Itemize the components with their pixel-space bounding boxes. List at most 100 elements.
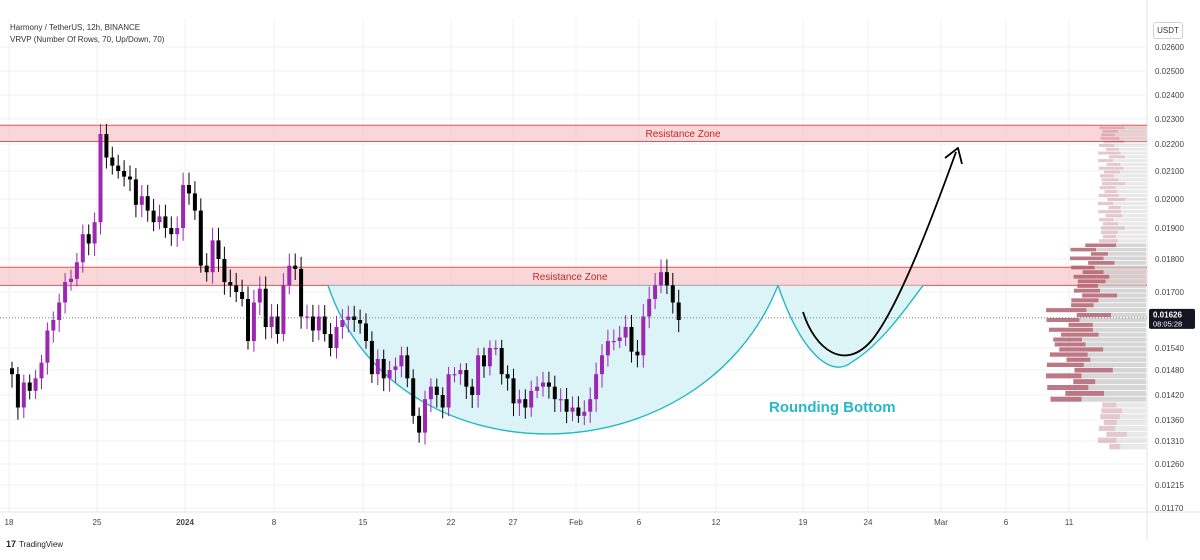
- candle-body: [293, 265, 298, 269]
- volume-bar-down: [1098, 437, 1117, 443]
- y-tick-label: 0.01260: [1155, 460, 1184, 469]
- volume-bar-up: [1093, 303, 1146, 308]
- volume-bar-down: [1061, 332, 1099, 337]
- volume-bar-down: [1071, 303, 1094, 308]
- candle-body: [676, 302, 681, 320]
- volume-bar-down: [1048, 327, 1093, 332]
- candle-body: [192, 193, 197, 211]
- volume-bar-down: [1101, 178, 1119, 182]
- volume-bar-up: [1103, 256, 1146, 261]
- volume-bar-up: [1120, 443, 1146, 450]
- volume-bar-up: [1114, 133, 1146, 137]
- candle-body: [629, 327, 634, 352]
- candle-body: [33, 378, 38, 391]
- volume-bar-down: [1088, 260, 1115, 265]
- currency-button[interactable]: USDT: [1153, 22, 1183, 39]
- x-tick-label: 19: [799, 518, 808, 527]
- volume-bar-up: [1092, 322, 1146, 327]
- candle-body: [92, 222, 97, 244]
- volume-bar-down: [1099, 126, 1125, 130]
- y-tick-label: 0.01540: [1155, 344, 1184, 353]
- volume-bar-up: [1087, 352, 1146, 357]
- volume-bar-down: [1085, 243, 1117, 248]
- projection-arrow-path: [802, 151, 957, 357]
- y-tick-label: 0.02100: [1155, 167, 1184, 176]
- volume-bar-down: [1109, 443, 1121, 450]
- x-axis-labels: 18 25 2024 8 15 22 27 Feb 6 12 19 24 Mar 6 11: [5, 518, 1074, 527]
- candle-body: [86, 234, 91, 244]
- candle-body: [399, 355, 404, 367]
- candle-body: [464, 370, 469, 387]
- volume-bar-up: [1103, 270, 1146, 275]
- volume-bar-up: [1122, 214, 1146, 218]
- volume-bar-down: [1053, 337, 1082, 342]
- x-tick-label: 6: [637, 518, 642, 527]
- candle-body: [74, 262, 79, 279]
- candle-body: [27, 382, 32, 391]
- candle-body: [423, 399, 427, 433]
- candle-body: [204, 265, 209, 273]
- resistance-zone-2: [0, 267, 1147, 286]
- candle-body: [647, 299, 652, 317]
- candle-body: [369, 341, 374, 375]
- volume-bar-up: [1124, 155, 1146, 159]
- x-tick-label: Mar: [934, 518, 948, 527]
- volume-bar-down: [1098, 201, 1114, 206]
- candle-body: [653, 285, 658, 299]
- candle-body: [600, 355, 604, 375]
- candle-body: [570, 407, 575, 412]
- candle-body: [210, 240, 215, 273]
- volume-bar-down: [1107, 197, 1126, 202]
- candle-body: [588, 399, 593, 412]
- y-tick-label: 0.01215: [1155, 481, 1184, 490]
- candle-body: [487, 348, 492, 367]
- tradingview-brand: 17 TradingView: [6, 539, 63, 549]
- volume-bar-down: [1103, 420, 1117, 426]
- candle-body: [51, 320, 56, 331]
- volume-bar-up: [1095, 379, 1146, 385]
- volume-bar-up: [1098, 298, 1146, 303]
- candle-body: [611, 341, 616, 343]
- volume-bar-down: [1108, 205, 1121, 210]
- candle-body: [499, 348, 504, 375]
- x-tick-label: 8: [272, 518, 277, 527]
- candle-body: [364, 323, 368, 341]
- candle-body: [641, 316, 646, 356]
- volume-bar-up: [1083, 362, 1146, 367]
- candle-body: [15, 374, 20, 408]
- volume-bar-up: [1116, 402, 1146, 408]
- candle-body: [287, 265, 292, 286]
- indicator-legend: VRVP (Number Of Rows, 70, Up/Down, 70): [10, 35, 165, 44]
- y-tick-label: 0.01480: [1155, 366, 1184, 375]
- candle-body: [393, 366, 398, 370]
- candle-body: [558, 399, 563, 401]
- volume-bar-up: [1103, 347, 1146, 352]
- volume-bar-up: [1092, 327, 1146, 332]
- candle-body: [541, 382, 545, 387]
- tradingview-logo-icon: 17: [6, 539, 17, 549]
- y-tick-label: 0.01700: [1155, 288, 1184, 297]
- candle-body: [21, 382, 26, 408]
- volume-bar-up: [1115, 425, 1146, 431]
- candle-body: [63, 282, 68, 303]
- candle-body: [316, 316, 321, 331]
- rounding-bottom-fill: [328, 285, 778, 434]
- x-tick-label: 27: [509, 518, 518, 527]
- volume-bar-down: [1082, 293, 1118, 298]
- volume-bar-down: [1049, 352, 1088, 357]
- candle-body: [387, 370, 392, 379]
- y-tick-label: 0.01360: [1155, 416, 1184, 425]
- resistance-zone-label: Resistance Zone: [532, 272, 607, 283]
- volume-bar-down: [1050, 396, 1082, 402]
- volume-bar-down: [1100, 230, 1118, 235]
- volume-bar-down: [1098, 193, 1119, 198]
- volume-bar-down: [1076, 313, 1111, 318]
- volume-bar-down: [1071, 298, 1099, 303]
- candle-body: [240, 292, 245, 299]
- candle-body: [617, 337, 622, 341]
- volume-bar-up: [1117, 293, 1146, 298]
- volume-bar-up: [1114, 260, 1146, 265]
- candle-body: [470, 386, 475, 395]
- volume-bar-up: [1117, 239, 1146, 243]
